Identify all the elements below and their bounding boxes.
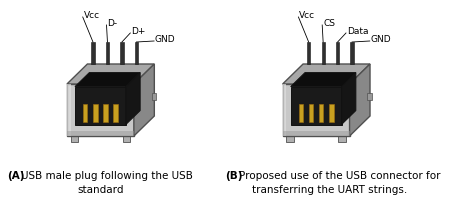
Bar	[75, 87, 126, 125]
Text: USB male plug following the USB: USB male plug following the USB	[21, 171, 193, 181]
Text: Vcc: Vcc	[300, 12, 316, 21]
Text: CS: CS	[323, 20, 335, 29]
Text: (A): (A)	[8, 171, 25, 181]
Bar	[106, 42, 109, 64]
Bar	[309, 104, 313, 122]
Text: standard: standard	[77, 185, 124, 195]
Bar	[67, 131, 134, 136]
Bar	[152, 93, 156, 100]
Bar	[93, 104, 98, 122]
Bar	[135, 42, 138, 64]
Bar	[336, 42, 339, 64]
Text: GND: GND	[155, 35, 176, 45]
Text: Proposed use of the USB connector for: Proposed use of the USB connector for	[239, 171, 440, 181]
Text: transferring the UART strings.: transferring the UART strings.	[253, 185, 408, 195]
Bar	[350, 42, 354, 64]
Bar	[123, 134, 130, 142]
Bar	[283, 84, 349, 136]
Bar	[329, 104, 334, 122]
Bar	[283, 84, 286, 136]
Bar	[91, 42, 95, 64]
Text: (B): (B)	[225, 171, 243, 181]
Bar	[113, 104, 118, 122]
Bar	[291, 87, 342, 125]
Bar	[103, 104, 108, 122]
Bar	[71, 134, 78, 142]
Bar	[83, 104, 87, 122]
Bar	[283, 131, 349, 136]
Text: Vcc: Vcc	[84, 12, 100, 21]
Bar	[307, 42, 310, 64]
Text: GND: GND	[371, 35, 392, 45]
Text: Data: Data	[347, 28, 368, 37]
Polygon shape	[342, 73, 356, 125]
Text: D+: D+	[131, 28, 146, 37]
Bar	[321, 42, 325, 64]
Polygon shape	[75, 73, 140, 87]
Polygon shape	[349, 64, 370, 136]
Polygon shape	[126, 73, 140, 125]
Bar	[338, 134, 346, 142]
Bar	[120, 42, 124, 64]
Polygon shape	[291, 73, 356, 87]
Bar	[299, 104, 303, 122]
Polygon shape	[283, 64, 370, 84]
Bar	[286, 134, 294, 142]
Bar	[367, 93, 372, 100]
Text: D-: D-	[108, 20, 118, 29]
Polygon shape	[134, 64, 155, 136]
Bar	[67, 84, 134, 136]
Bar	[67, 84, 71, 136]
Polygon shape	[67, 64, 155, 84]
Bar	[319, 104, 323, 122]
